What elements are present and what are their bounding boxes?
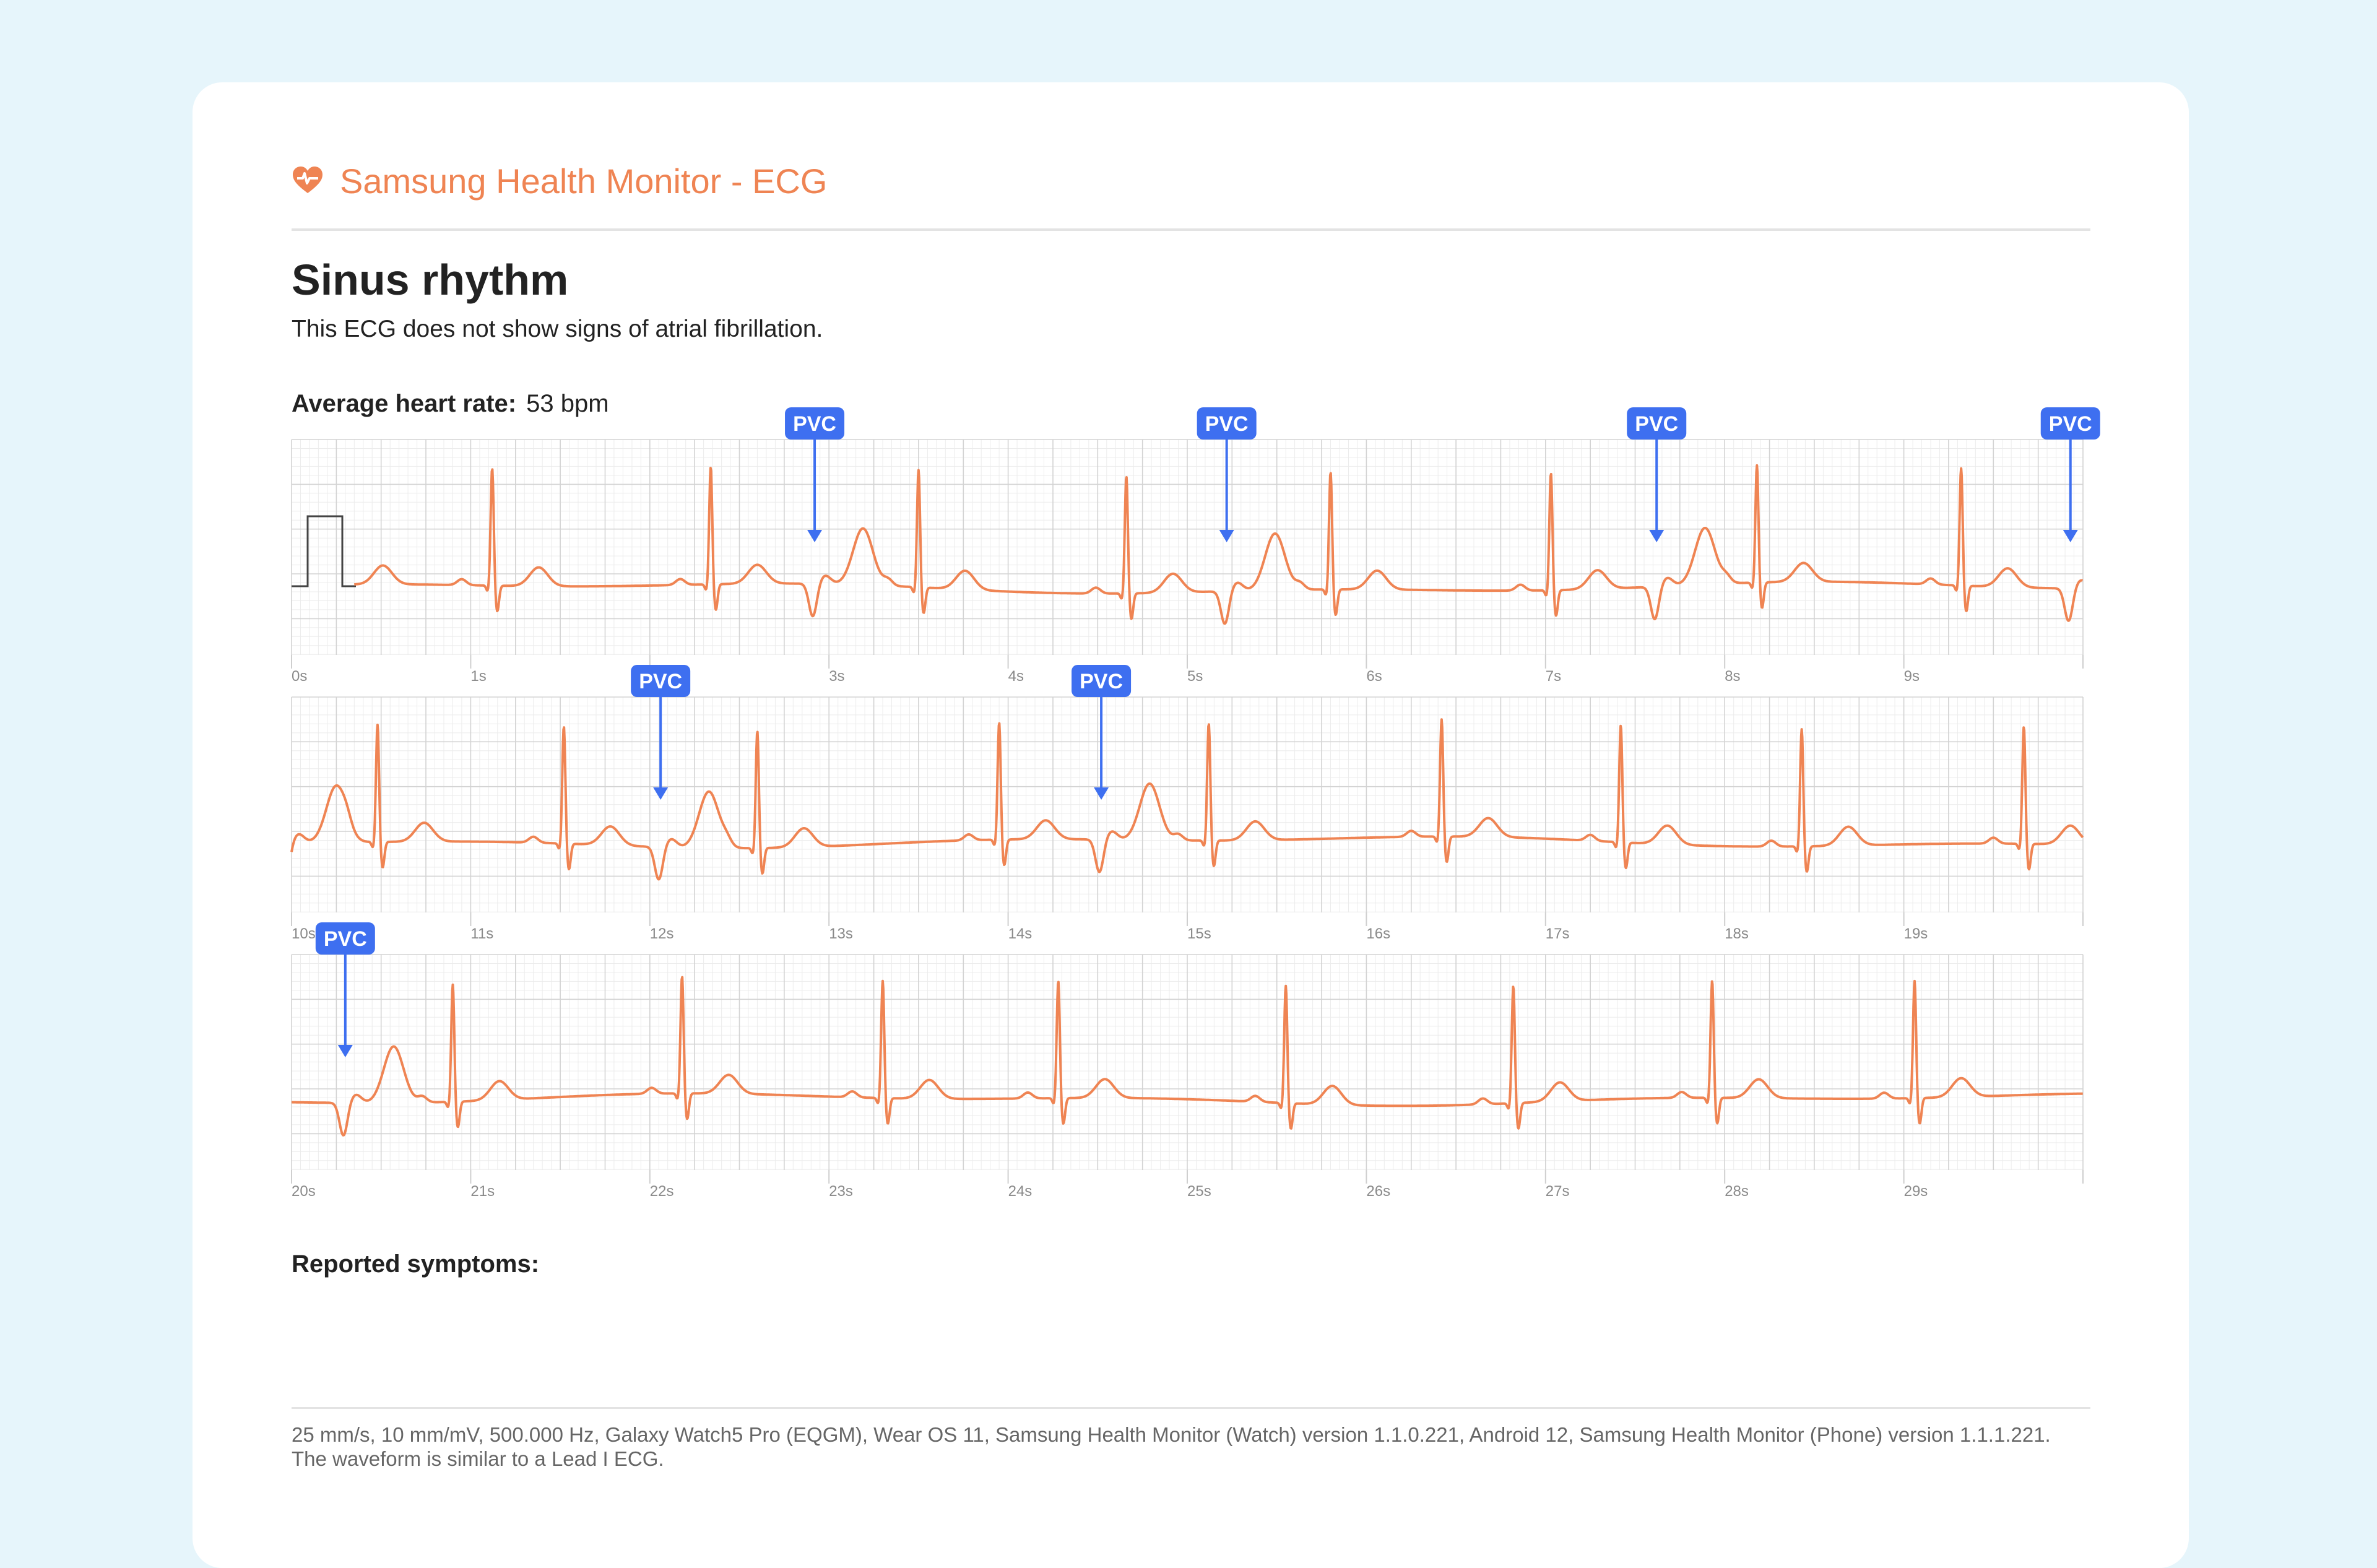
pvc-arrow-head [653,787,669,800]
time-tick-label: 26s [1366,1183,1390,1200]
pvc-label: PVC [2049,412,2092,436]
pvc-marker: PVC [1197,407,1257,542]
reported-symptoms-label: Reported symptoms: [292,1250,540,1278]
pvc-badge [631,665,691,697]
time-tick-label: 5s [1187,668,1203,685]
pvc-badge [315,922,375,955]
pvc-label: PVC [324,927,367,951]
time-tick-label: 4s [1008,668,1024,685]
time-tick-label: 16s [1366,925,1390,942]
time-tick-label: 7s [1546,668,1561,685]
time-tick-label: 12s [650,925,674,942]
average-heart-rate: Average heart rate: 53 bpm [292,390,609,418]
pvc-marker: PVC [1627,407,1687,542]
pvc-marker: PVC [315,922,375,1057]
time-tick-label: 19s [1904,925,1928,942]
ecg-strip-2: 10s 11s 12s 13s 14s 15s 16s 17s 18s 19s [290,696,2084,942]
result-title: Sinus rhythm [292,256,569,304]
time-tick-label: 9s [1904,668,1920,685]
time-tick-label: 24s [1008,1183,1033,1200]
pvc-marker: PVC [1072,665,1132,800]
time-tick-label: 27s [1546,1183,1570,1200]
time-tick-label: 18s [1725,925,1749,942]
time-tick-label: 21s [470,1183,495,1200]
pvc-arrow-head [1649,530,1665,542]
result-description: This ECG does not show signs of atrial f… [292,316,823,342]
pvc-badge [1197,407,1257,440]
pvc-label: PVC [639,670,682,693]
ecg-waveform [353,464,2084,625]
time-tick-label: 1s [470,668,486,685]
pvc-arrow-head [2063,530,2078,542]
heart-rate-value: 53 bpm [526,390,609,417]
time-tick-label: 22s [650,1183,674,1200]
pvc-marker: PVC [785,407,845,542]
ecg-chart: 0s1s2s3s4s5s6s7s8s9s10s11s12s13s14s15s16… [290,407,2100,1200]
ecg-waveform [290,976,2084,1137]
pvc-arrow-head [337,1045,353,1057]
report-header: Samsung Health Monitor - ECG [292,156,827,206]
pvc-badge [1627,407,1687,440]
time-tick-label: 20s [292,1183,316,1200]
pvc-arrow-head [807,530,823,542]
ecg-strip-3: 20s 21s 22s 23s 24s 25s 26s 27s 28s 29s [290,954,2084,1200]
pvc-marker: PVC [2040,407,2100,542]
pvc-label: PVC [1205,412,1249,436]
ecg-major-grid [291,439,2084,655]
calibration-pulse [292,515,356,587]
time-tick-label: 6s [1366,668,1382,685]
pvc-badge [2040,407,2100,440]
header-divider [292,228,2090,231]
time-tick-label: 15s [1187,925,1211,942]
device-info: 25 mm/s, 10 mm/mV, 500.000 Hz, Galaxy Wa… [292,1423,2090,1471]
time-tick-label: 23s [829,1183,853,1200]
time-tick-label: 0s [292,668,307,685]
footer-divider [292,1407,2090,1409]
time-tick-label: 29s [1904,1183,1928,1200]
ecg-waveform [290,718,2084,881]
pvc-arrow-head [1219,530,1234,542]
time-tick-label: 8s [1725,668,1740,685]
time-tick-label: 10s [292,925,316,942]
ecg-strip-1: 0s1s2s3s4s5s6s7s8s9s [291,439,2084,685]
pvc-label: PVC [1080,670,1123,693]
time-tick-label: 13s [829,925,853,942]
time-tick-label: 3s [829,668,844,685]
pvc-label: PVC [793,412,836,436]
ecg-major-grid [291,954,2084,1170]
pvc-badge [785,407,845,440]
device-info-line-2: The waveform is similar to a Lead I ECG. [292,1447,664,1470]
time-tick-label: 11s [470,925,493,942]
device-info-line-1: 25 mm/s, 10 mm/mV, 500.000 Hz, Galaxy Wa… [292,1423,2051,1446]
time-tick-label: 25s [1187,1183,1211,1200]
pvc-badge [1072,665,1132,697]
time-tick-label: 28s [1725,1183,1749,1200]
pvc-marker: PVC [631,665,691,800]
ecg-major-grid [291,696,2084,912]
pvc-label: PVC [1635,412,1678,436]
time-tick-label: 17s [1546,925,1570,942]
app-title: Samsung Health Monitor - ECG [340,161,828,201]
time-tick-label: 14s [1008,925,1033,942]
heart-rate-label: Average heart rate: [292,390,517,417]
pvc-arrow-head [1094,787,1109,800]
heart-ecg-icon [293,167,323,193]
